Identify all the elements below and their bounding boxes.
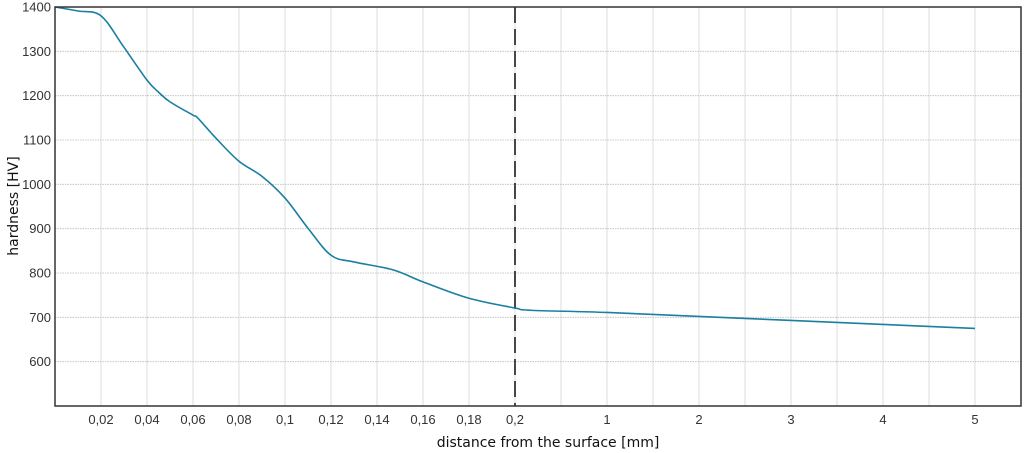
y-tick-label: 900	[29, 221, 51, 236]
x-tick-label: 0,1	[276, 412, 294, 427]
x-tick-label: 0,08	[226, 412, 251, 427]
x-tick-labels: 0,02 0,04 0,06 0,08 0,1 0,12 0,14 0,16 0,18 0,2 1 2…	[88, 412, 978, 427]
x-tick-label: 4	[879, 412, 886, 427]
x-tick-label: 1	[603, 412, 610, 427]
plot-frame	[54, 6, 1022, 407]
x-tick-label: 0,02	[88, 412, 113, 427]
y-tick-label: 1400	[22, 0, 51, 15]
y-axis-label: hardness [HV]	[6, 156, 22, 255]
x-tick-label: 0,16	[410, 412, 435, 427]
x-tick-label: 0,18	[456, 412, 481, 427]
y-tick-label: 1200	[22, 88, 51, 103]
y-tick-label: 600	[29, 354, 51, 369]
x-tick-label: 0,12	[318, 412, 343, 427]
y-tick-label: 800	[29, 266, 51, 281]
x-axis-label: distance from the surface [mm]	[437, 435, 660, 451]
y-tick-label: 1300	[22, 44, 51, 59]
y-tick-label: 700	[29, 310, 51, 325]
x-tick-label: 0,2	[506, 412, 524, 427]
x-tick-label: 2	[695, 412, 702, 427]
x-tick-label: 3	[787, 412, 794, 427]
y-tick-label: 1000	[22, 177, 51, 192]
x-tick-label: 0,04	[134, 412, 159, 427]
y-tick-labels: 600 700 800 900 1000 1100 1200 1300 1400	[22, 0, 51, 369]
x-tick-label: 5	[971, 412, 978, 427]
y-tick-label: 1100	[23, 133, 51, 148]
series-line-hardness	[54, 6, 976, 330]
x-tick-label: 0,14	[364, 412, 389, 427]
grid	[55, 6, 1021, 406]
x-tick-label: 0,06	[180, 412, 205, 427]
